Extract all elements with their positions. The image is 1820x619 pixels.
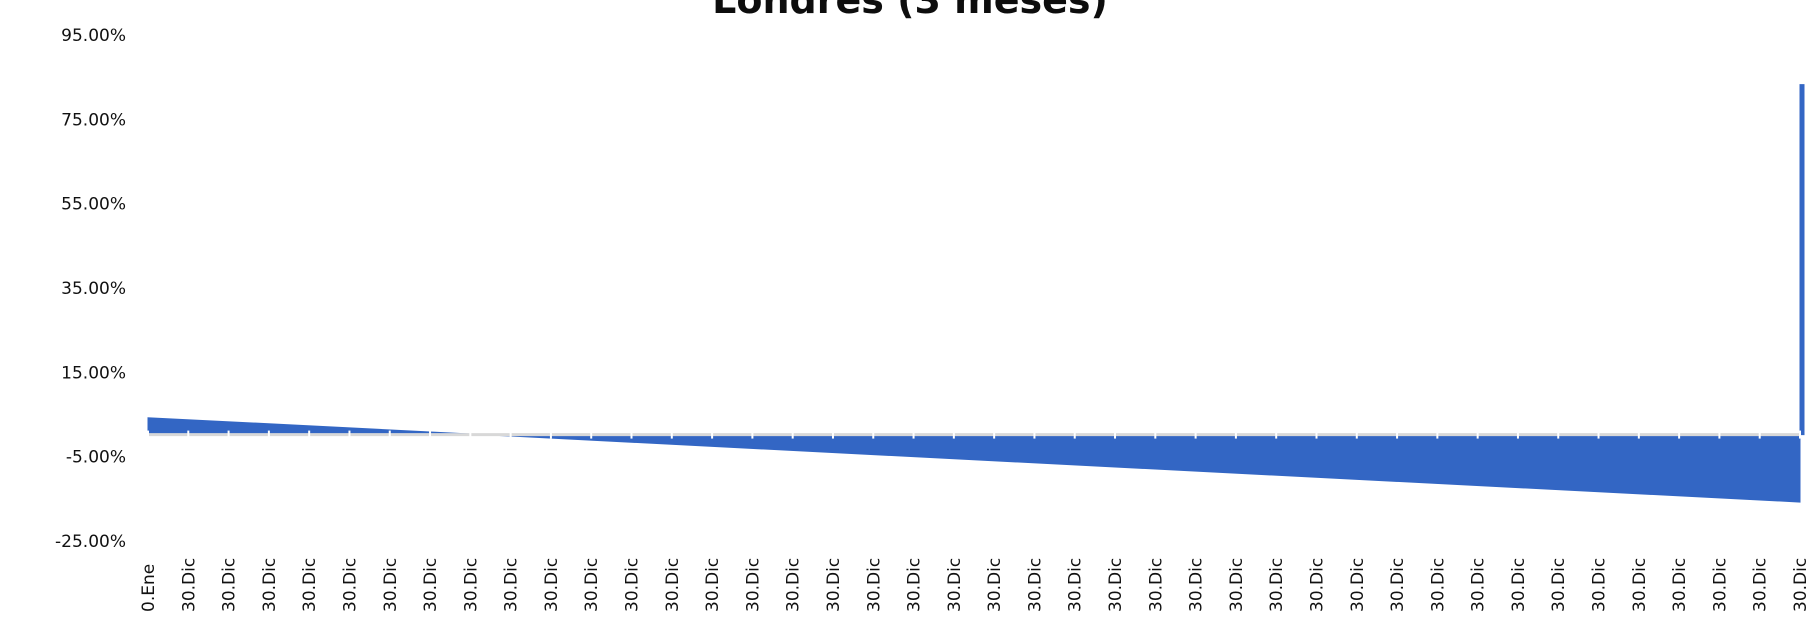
x-tick-label: 30.Dic [623,558,643,612]
x-tick-label: 30.Dic [1710,558,1730,612]
x-tick-label: 30.Dic [260,558,280,612]
y-tick-label: 35.00% [61,279,126,299]
y-axis: 95.00% 75.00% 55.00% 35.00% 15.00% -5.00% -25.… [55,26,126,552]
x-tick-label: 30.Dic [1630,558,1650,612]
x-tick-label: 30.Dic [300,558,320,612]
x-tick-label: 30.Dic [1549,558,1569,612]
x-tick-label: 30.Dic [864,558,884,612]
x-tick-label: 30.Dic [381,558,401,612]
x-tick-label: 30.Dic [1509,558,1529,612]
x-tick-label: 30.Dic [1267,558,1287,612]
x-tick-label: 30.Dic [502,558,522,612]
y-tick-label: 75.00% [61,110,126,130]
x-tick-label: 30.Dic [421,558,441,612]
x-tick-label: 30.Dic [905,558,925,612]
x-tick-label: 30.Dic [1146,558,1166,612]
x-tick-label: 30.Dic [1469,558,1489,612]
area-series-fill [147,84,1805,503]
x-tick-label: 30.Dic [1388,558,1408,612]
y-tick-label: 55.00% [61,195,126,215]
x-tick-label: 30.Dic [703,558,723,612]
x-tick-label: 30.Dic [179,558,199,612]
x-tick-label: 30.Dic [1066,558,1086,612]
x-tick-label: 30.Dic [1751,558,1771,612]
x-tick-label: 30.Dic [945,558,965,612]
y-tick-label: -5.00% [66,448,126,468]
x-tick-label: 30.Dic [1025,558,1045,612]
x-tick-label: 30.Dic [985,558,1005,612]
x-tick-label: 30.Dic [1670,558,1690,612]
x-tick-label: 30.Dic [743,558,763,612]
y-tick-label: 95.00% [61,26,126,46]
x-tick-label: 30.Dic [784,558,804,612]
x-axis: 0.Ene 30.Dic 30.Dic 30.Dic 30.Dic 30.Dic 30.Di… [139,430,1811,612]
x-tick-label: 30.Dic [1348,558,1368,612]
x-tick-label: 30.Dic [1590,558,1610,612]
area-series [147,84,1805,503]
x-tick-label: 30.Dic [824,558,844,612]
x-tick-label: 30.Dic [1227,558,1247,612]
chart-title: Londres (3 meses) [712,0,1108,22]
x-tick-label: 30.Dic [1187,558,1207,612]
x-tick-label: 30.Dic [663,558,683,612]
x-tick-label: 30.Dic [461,558,481,612]
x-tick-label: 30.Dic [220,558,240,612]
x-tick-label: 0.Ene [139,564,159,612]
y-tick-label: -25.00% [55,532,126,552]
x-tick-label: 30.Dic [1428,558,1448,612]
x-tick-label: 30.Dic [1307,558,1327,612]
x-tick-label: 30.Dic [1106,558,1126,612]
x-tick-label: 30.Dic [582,558,602,612]
y-tick-label: 15.00% [61,363,126,383]
x-tick-label: 30.Dic [340,558,360,612]
x-tick-label: 30.Dic [1791,558,1811,612]
x-tick-label: 30.Dic [542,558,562,612]
